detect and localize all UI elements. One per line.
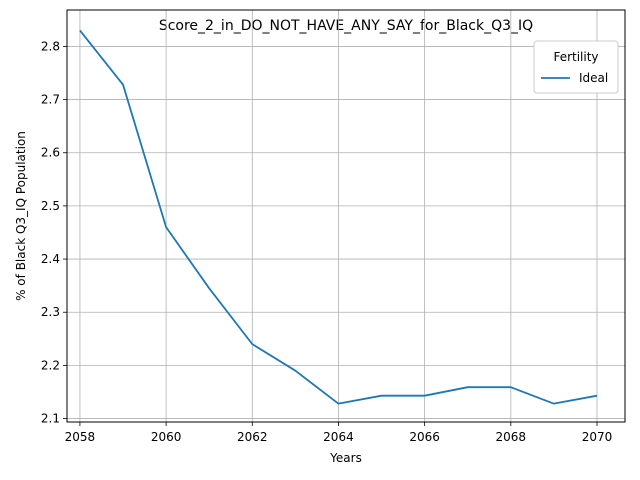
data-point	[337, 402, 339, 404]
legend-title: Fertility	[553, 50, 598, 64]
chart-title: Score_2_in_DO_NOT_HAVE_ANY_SAY_for_Black…	[159, 18, 533, 34]
data-point	[380, 394, 382, 396]
series-line-ideal	[79, 29, 598, 405]
y-tick-label: 2.7	[41, 93, 60, 107]
x-tick-label: 2070	[582, 430, 613, 444]
data-point	[165, 226, 167, 228]
legend-label-ideal: Ideal	[579, 71, 608, 85]
data-point	[510, 386, 512, 388]
data-point	[596, 394, 598, 396]
y-tick-label: 2.6	[41, 146, 60, 160]
legend-box	[533, 40, 619, 94]
y-tick-label: 2.3	[41, 305, 60, 319]
x-tick-label: 2058	[65, 430, 96, 444]
y-axis-ticks: 2.1 2.2 2.3 2.4 2.5 2.6 2.7 2.8	[41, 39, 67, 426]
x-tick-label: 2068	[496, 430, 527, 444]
y-axis-label: % of Black Q3_IQ Population	[14, 131, 28, 301]
data-point	[79, 29, 81, 31]
x-tick-label: 2060	[151, 430, 182, 444]
y-tick-label: 2.2	[41, 358, 60, 372]
x-tick-label: 2064	[323, 430, 354, 444]
x-axis-ticks: 2058 2060 2062 2064 2066 2068 2070	[65, 422, 613, 444]
legend: Fertility Ideal	[533, 40, 619, 94]
data-point	[251, 343, 253, 345]
y-tick-label: 2.4	[41, 252, 60, 266]
data-point	[553, 402, 555, 404]
x-axis-label: Years	[329, 451, 362, 465]
data-point	[208, 287, 210, 289]
grid-lines	[67, 10, 625, 422]
data-point	[423, 394, 425, 396]
x-tick-label: 2062	[237, 430, 268, 444]
data-point	[294, 369, 296, 371]
y-tick-label: 2.1	[41, 412, 60, 426]
y-tick-label: 2.5	[41, 199, 60, 213]
plot-frame	[66, 9, 626, 423]
series-layer	[79, 29, 598, 405]
y-tick-label: 2.8	[41, 39, 60, 53]
x-tick-label: 2066	[409, 430, 440, 444]
data-point	[467, 386, 469, 388]
data-point	[122, 83, 124, 85]
